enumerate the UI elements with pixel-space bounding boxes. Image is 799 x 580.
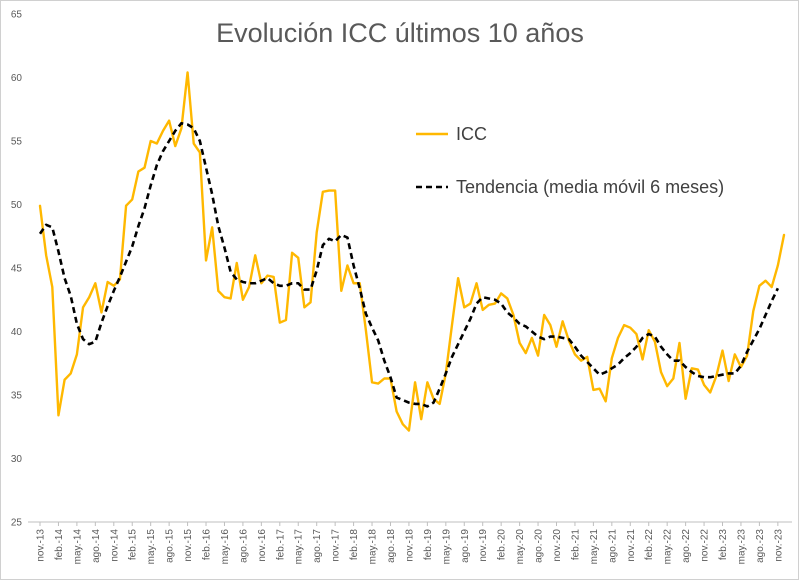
x-tick-label: nov.-20 [552,529,563,562]
x-tick-label: may.-15 [146,529,157,565]
x-tick-label: nov.-17 [331,529,342,562]
x-tick-label: nov.-16 [257,529,268,562]
x-tick-label: feb.-15 [128,529,139,561]
y-tick-label: 55 [11,137,23,148]
legend-label-icc: ICC [456,124,487,144]
y-axis: 25 30 35 40 45 50 55 60 65 [11,10,23,529]
x-tick-label: ago.-20 [534,529,545,563]
x-tick-label: ago.-23 [755,529,766,563]
x-tick-label: feb.-22 [644,529,655,561]
x-tick-label: nov.-21 [626,529,637,562]
x-tick-label: may.-20 [515,529,526,565]
plot-area [38,71,786,432]
y-tick-label: 45 [11,264,23,275]
x-tick-label: ago.-22 [681,529,692,563]
y-tick-label: 60 [11,73,23,84]
y-tick-label: 50 [11,200,23,211]
x-axis: nov.-13 feb.-14 may.-14 ago.-14 nov.-14 feb.-… [28,521,792,565]
legend-label-tendencia: Tendencia (media móvil 6 meses) [456,177,724,197]
x-tick-label: ago.-18 [386,529,397,563]
x-tick-label: feb.-19 [423,529,434,561]
x-tick-label: may.-16 [220,529,231,565]
x-tick-label: ago.-21 [607,529,618,563]
x-tick-label: may.-21 [589,529,600,565]
x-tick-label: nov.-15 [183,529,194,562]
x-tick-label: nov.-18 [404,529,415,562]
x-tick-label: may.-17 [294,529,305,565]
x-tick-label: nov.-22 [700,529,711,562]
x-tick-label: nov.-14 [109,529,120,562]
y-tick-label: 40 [11,327,23,338]
x-tick-label: ago.-19 [460,529,471,563]
x-tick-label: may.-23 [736,529,747,565]
x-tick-label: nov.-19 [478,529,489,562]
x-tick-label: feb.-21 [570,529,581,561]
x-tick-label: ago.-17 [312,529,323,563]
x-tick-label: feb.-18 [349,529,360,561]
x-tick-label: feb.-16 [202,529,213,561]
x-tick-label: ago.-15 [165,529,176,563]
x-tick-label: may.-18 [368,529,379,565]
x-tick-label: feb.-23 [718,529,729,561]
x-tick-label: may.-22 [663,529,674,565]
chart-title: Evolución ICC últimos 10 años [216,18,584,48]
y-tick-label: 35 [11,391,23,402]
series-line-icc [38,71,786,432]
y-tick-label: 25 [11,518,23,529]
x-tick-label: feb.-14 [54,529,65,561]
y-tick-label: 30 [11,454,23,465]
x-tick-label: feb.-17 [275,529,286,561]
series-line-tendencia [38,121,780,408]
x-tick-label: may.-14 [72,529,83,565]
legend: ICC Tendencia (media móvil 6 meses) [416,124,724,197]
x-tick-label: may.-19 [441,529,452,565]
x-tick-label: nov.-13 [36,529,47,562]
x-tick-label: ago.-14 [91,529,102,563]
y-tick-label: 65 [11,10,23,21]
x-tick-label: nov.-23 [773,529,784,562]
x-tick-label: feb.-20 [497,529,508,561]
x-tick-label: ago.-16 [238,529,249,563]
